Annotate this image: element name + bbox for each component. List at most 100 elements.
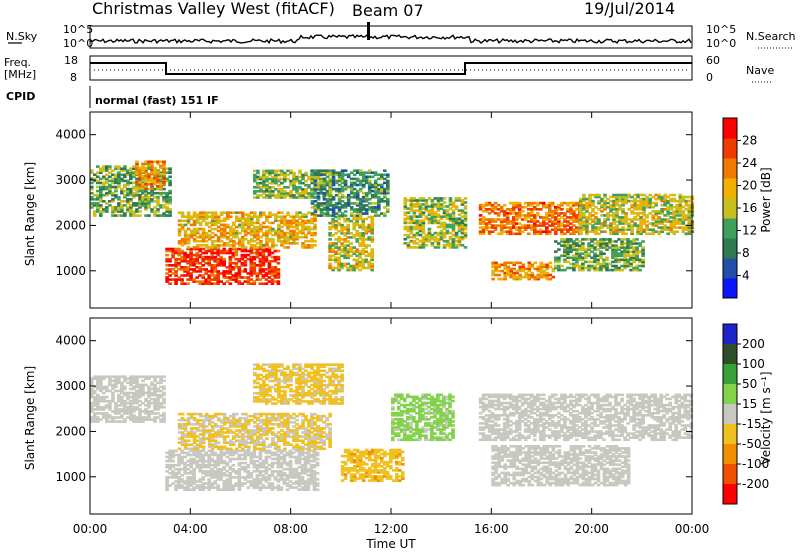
velocity-cell (129, 418, 133, 421)
power-cell (123, 173, 127, 177)
power-cell (111, 191, 115, 195)
power-cell (222, 247, 226, 251)
power-cell (120, 187, 124, 191)
power-cell (331, 206, 336, 209)
power-cell (623, 242, 627, 245)
power-cell (295, 196, 299, 199)
power-cell (527, 212, 531, 215)
power-cell (135, 168, 139, 172)
power-cell (669, 199, 673, 203)
power-cell (633, 199, 637, 203)
power-cell (605, 244, 609, 247)
power-cell (319, 204, 324, 207)
power-cell (533, 218, 537, 221)
velocity-cell (219, 459, 223, 463)
power-cell (617, 248, 621, 251)
power-cell (624, 214, 628, 217)
velocity-cell (129, 391, 133, 395)
power-cell (201, 255, 205, 259)
velocity-cell (195, 480, 199, 483)
power-cell (430, 209, 435, 212)
velocity-cell (126, 393, 130, 397)
power-cell (304, 192, 308, 195)
velocity-cell (180, 486, 184, 489)
velocity-cell (243, 467, 248, 471)
power-cell (433, 213, 438, 216)
power-cell (609, 226, 613, 229)
power-cell (268, 169, 272, 173)
power-cell (244, 227, 248, 231)
power-cell (352, 221, 356, 225)
power-cell (273, 276, 278, 279)
power-cell (123, 212, 127, 215)
power-cell (162, 214, 166, 217)
velocity-cell (192, 478, 196, 481)
power-cell (268, 231, 272, 235)
power-cell (599, 238, 603, 241)
velocity-cell (105, 418, 109, 421)
power-cell (346, 248, 350, 251)
velocity-cell (228, 486, 233, 489)
power-cell (487, 220, 492, 223)
velocity-cell (159, 406, 163, 409)
velocity-cell (249, 457, 254, 461)
velocity-cell (156, 387, 160, 391)
power-cell (331, 208, 336, 211)
power-cell (600, 226, 604, 229)
power-cell (210, 249, 214, 253)
power-cell (238, 211, 242, 214)
power-cell (380, 183, 384, 187)
power-cell (219, 251, 223, 255)
power-cell (424, 209, 429, 212)
power-cell (310, 244, 314, 247)
power-cell (102, 183, 106, 187)
power-cell (189, 261, 193, 265)
power-cell (301, 190, 305, 193)
power-cell (424, 205, 429, 208)
power-cell (481, 216, 486, 219)
power-cell (606, 214, 610, 217)
power-cell (603, 203, 607, 207)
power-cell (460, 235, 465, 239)
power-cell (189, 235, 194, 239)
power-cell (542, 203, 546, 207)
power-cell (240, 249, 245, 253)
power-cell (213, 217, 218, 221)
power-cell (186, 259, 190, 263)
power-cell (418, 207, 423, 210)
power-cell (241, 223, 245, 227)
velocity-cell (189, 457, 193, 461)
power-cell (192, 239, 197, 243)
power-cell (180, 268, 184, 271)
power-cell (361, 252, 365, 255)
power-cell (569, 222, 573, 225)
velocity-cell (144, 375, 148, 378)
power-cell (569, 201, 573, 205)
velocity-cell (246, 453, 251, 457)
power-cell (364, 246, 368, 249)
power-cell (343, 210, 348, 213)
power-cell (105, 193, 109, 197)
power-cell (259, 246, 263, 249)
velocity-cell (240, 467, 245, 471)
power-cell (234, 261, 239, 265)
power-cell (340, 189, 345, 193)
power-cell (295, 223, 299, 227)
power-cell (355, 248, 359, 251)
power-cell (361, 250, 365, 253)
velocity-cell (144, 416, 148, 419)
power-cell (614, 246, 618, 249)
velocity-cell (282, 474, 287, 477)
power-cell (117, 181, 121, 185)
power-cell (591, 210, 595, 213)
power-cell (620, 252, 624, 255)
power-cell (265, 171, 269, 175)
power-cell (409, 246, 414, 249)
power-cell (129, 212, 133, 215)
power-cell (566, 244, 570, 247)
power-cell (517, 222, 522, 225)
power-cell (108, 204, 112, 207)
velocity-cell (258, 461, 263, 465)
velocity-cell (276, 465, 281, 469)
power-cell (545, 228, 549, 231)
